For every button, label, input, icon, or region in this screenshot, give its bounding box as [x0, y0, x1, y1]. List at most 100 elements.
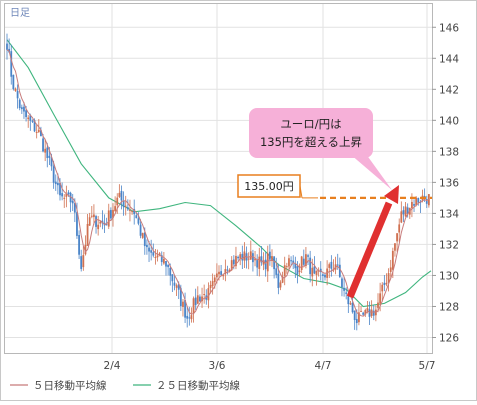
candle-body: [14, 88, 17, 91]
candle-body: [177, 284, 180, 290]
candle-body: [302, 258, 305, 265]
candle-body: [97, 224, 100, 230]
y-tick-label: 128: [439, 301, 459, 313]
candle-body: [196, 295, 199, 304]
y-tick-label: 136: [439, 177, 459, 189]
y-tick-label: 138: [439, 146, 459, 158]
candle-body: [146, 244, 148, 248]
candle-body: [95, 216, 97, 227]
candle-body: [353, 310, 356, 320]
candle-body: [305, 254, 307, 266]
candle-body: [343, 287, 345, 291]
candle-body: [256, 260, 259, 268]
candle-body: [283, 265, 286, 277]
y-tick-label: 132: [439, 239, 459, 251]
candle-body: [18, 99, 21, 109]
candle-body: [294, 263, 297, 269]
candle-body: [271, 256, 273, 261]
candle-body: [99, 221, 102, 224]
candle-body: [425, 199, 428, 204]
candle-body: [268, 251, 271, 260]
candle-body: [35, 131, 38, 133]
candle-body: [190, 315, 193, 320]
candle-body: [358, 312, 360, 323]
legend-label-ma5: ５日移動平均線: [33, 379, 107, 392]
candle-body: [413, 204, 415, 206]
candle-body: [364, 310, 367, 315]
candle-body: [417, 198, 420, 203]
ma5-line: [6, 49, 430, 317]
candle-body: [59, 182, 61, 196]
x-tick-label: 2/4: [104, 360, 121, 372]
candle-body: [226, 269, 229, 271]
candle-body: [377, 302, 379, 308]
candle-body: [139, 224, 142, 236]
candle-body: [31, 120, 34, 122]
candle-body: [124, 205, 127, 207]
candle-body: [169, 267, 172, 276]
candle-body: [296, 266, 299, 275]
candle-body: [93, 214, 95, 218]
candle-body: [65, 193, 68, 197]
candle-body: [50, 157, 53, 167]
y-tick-label: 134: [439, 208, 459, 220]
candle-body: [71, 200, 74, 204]
candle-body: [321, 274, 324, 276]
candle-body: [288, 258, 290, 267]
y-tick-label: 140: [439, 115, 459, 127]
candle-body: [232, 259, 235, 265]
candle-body: [400, 211, 403, 223]
candle-body: [324, 274, 326, 278]
candle-body: [40, 130, 42, 137]
candle-body: [215, 273, 218, 278]
candle-body: [118, 192, 121, 197]
candle-body: [199, 296, 201, 302]
candle-body: [188, 317, 191, 319]
candle-body: [56, 182, 59, 186]
candle-body: [311, 267, 314, 277]
legend: ５日移動平均線 ２５日移動平均線: [10, 379, 240, 392]
level-label-text: 135.00円: [244, 180, 294, 193]
candle-body: [12, 74, 15, 90]
rise-arrow-head: [384, 185, 399, 204]
candle-body: [328, 264, 331, 268]
candle-body: [203, 294, 206, 296]
candle-body: [78, 235, 80, 255]
candle-body: [25, 110, 27, 118]
candle-body: [379, 293, 382, 304]
candle-body: [211, 281, 214, 287]
candle-body: [241, 253, 244, 261]
candle-body: [73, 203, 76, 213]
candle-body: [277, 273, 280, 289]
candle-body: [230, 260, 233, 271]
candle-body: [370, 309, 373, 317]
rise-arrow-shaft: [346, 201, 393, 299]
candle-body: [383, 282, 386, 286]
candle-body: [254, 258, 256, 261]
candle-body: [404, 206, 407, 217]
callout-line-1: ユーロ/円は: [280, 117, 341, 131]
candle-body: [368, 309, 371, 317]
candle-body: [141, 233, 144, 238]
y-tick-label: 146: [439, 22, 459, 34]
candle-body: [27, 117, 30, 120]
candle-body: [309, 257, 312, 275]
candle-body: [84, 244, 87, 255]
candle-body: [54, 181, 57, 185]
candle-body: [315, 270, 318, 275]
candle-body: [360, 310, 362, 312]
candle-body: [179, 288, 182, 307]
candle-body: [345, 292, 348, 294]
candle-body: [298, 270, 301, 273]
candle-body: [391, 250, 394, 270]
candle-body: [150, 250, 153, 253]
candle-body: [42, 138, 44, 152]
y-tick-label: 142: [439, 84, 459, 96]
candle-body: [258, 256, 261, 269]
candle-body: [218, 271, 220, 275]
candle-body: [385, 282, 388, 285]
candle-body: [273, 256, 276, 270]
candle-body: [381, 284, 384, 292]
candle-body: [222, 274, 225, 277]
